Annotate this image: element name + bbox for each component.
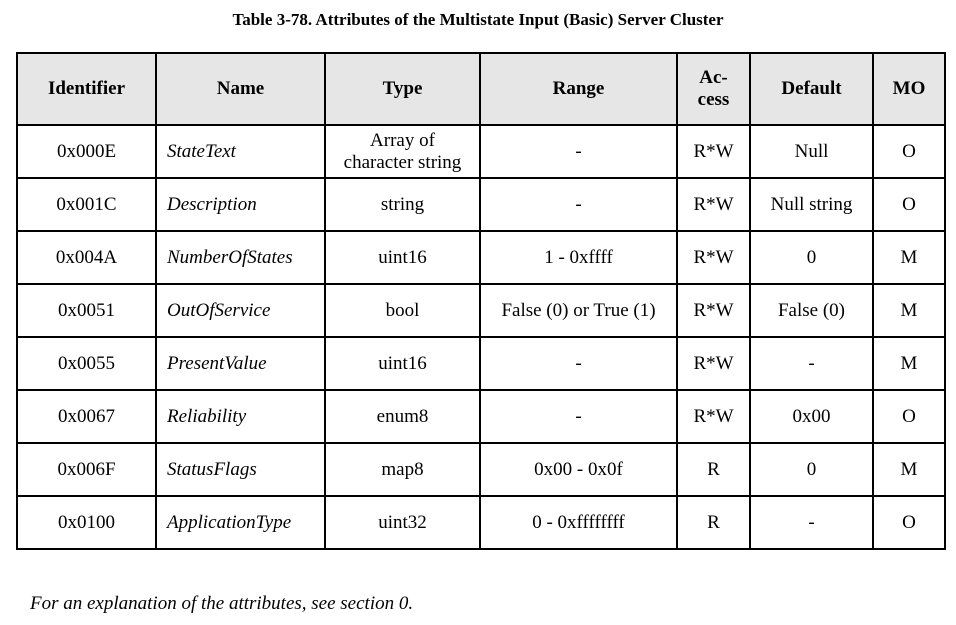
cell-type: bool (324, 283, 481, 338)
cell-range: - (479, 389, 678, 444)
cell-type: uint32 (324, 495, 481, 550)
cell-range: - (479, 177, 678, 232)
cell-access: R*W (676, 177, 751, 232)
cell-default: 0x00 (749, 389, 874, 444)
cell-identifier: 0x001C (16, 177, 157, 232)
cell-type: map8 (324, 442, 481, 497)
header-access-line2: cess (697, 89, 730, 110)
cell-mo: M (872, 442, 946, 497)
cell-type: uint16 (324, 230, 481, 285)
cell-name: Reliability (155, 389, 326, 444)
cell-type: Array of character string (324, 124, 481, 179)
cell-name: Description (155, 177, 326, 232)
cell-range: 0 - 0xffffffff (479, 495, 678, 550)
cell-name: StatusFlags (155, 442, 326, 497)
cell-default: Null string (749, 177, 874, 232)
table-row: 0x0100 ApplicationType uint32 0 - 0xffff… (16, 495, 946, 550)
cell-default: 0 (749, 230, 874, 285)
table-row: 0x0051 OutOfService bool False (0) or Tr… (16, 283, 946, 338)
cell-name: PresentValue (155, 336, 326, 391)
header-name: Name (155, 52, 326, 126)
cell-access: R*W (676, 124, 751, 179)
attributes-table: Identifier Name Type Range Ac-cess Defau… (16, 52, 946, 550)
cell-identifier: 0x000E (16, 124, 157, 179)
cell-type: string (324, 177, 481, 232)
cell-type: uint16 (324, 336, 481, 391)
cell-type-line1: Array of (370, 129, 435, 151)
cell-range: 1 - 0xffff (479, 230, 678, 285)
cell-mo: O (872, 389, 946, 444)
table-row: 0x004A NumberOfStates uint16 1 - 0xffff … (16, 230, 946, 285)
cell-default: Null (749, 124, 874, 179)
table-row: 0x000E StateText Array of character strin… (16, 124, 946, 179)
table-row: 0x001C Description string - R*W Null str… (16, 177, 946, 232)
cell-mo: O (872, 124, 946, 179)
header-type: Type (324, 52, 481, 126)
cell-access: R (676, 442, 751, 497)
table-row: 0x0055 PresentValue uint16 - R*W - M (16, 336, 946, 391)
cell-access: R (676, 495, 751, 550)
cell-type-line2: character string (343, 151, 462, 173)
cell-identifier: 0x004A (16, 230, 157, 285)
header-default: Default (749, 52, 874, 126)
cell-identifier: 0x0067 (16, 389, 157, 444)
header-mo: MO (872, 52, 946, 126)
cell-identifier: 0x0051 (16, 283, 157, 338)
header-range: Range (479, 52, 678, 126)
cell-mo: O (872, 495, 946, 550)
cell-name: StateText (155, 124, 326, 179)
table-row: 0x0067 Reliability enum8 - R*W 0x00 O (16, 389, 946, 444)
cell-range: False (0) or True (1) (479, 283, 678, 338)
cell-type: enum8 (324, 389, 481, 444)
cell-access: R*W (676, 389, 751, 444)
header-identifier: Identifier (16, 52, 157, 126)
table-row: 0x006F StatusFlags map8 0x00 - 0x0f R 0 … (16, 442, 946, 497)
cell-access: R*W (676, 283, 751, 338)
cell-identifier: 0x006F (16, 442, 157, 497)
cell-default: - (749, 495, 874, 550)
cell-mo: M (872, 230, 946, 285)
cell-range: - (479, 336, 678, 391)
footnote: For an explanation of the attributes, se… (30, 593, 414, 614)
cell-access: R*W (676, 336, 751, 391)
cell-default: 0 (749, 442, 874, 497)
cell-name: OutOfService (155, 283, 326, 338)
cell-identifier: 0x0100 (16, 495, 157, 550)
cell-range: 0x00 - 0x0f (479, 442, 678, 497)
cell-name: NumberOfStates (155, 230, 326, 285)
cell-range: - (479, 124, 678, 179)
cell-name: ApplicationType (155, 495, 326, 550)
cell-default: False (0) (749, 283, 874, 338)
cell-mo: M (872, 336, 946, 391)
table-caption: Table 3-78. Attributes of the Multistate… (232, 10, 724, 29)
cell-default: - (749, 336, 874, 391)
cell-mo: M (872, 283, 946, 338)
header-row: Identifier Name Type Range Ac-cess Defau… (16, 52, 946, 126)
cell-mo: O (872, 177, 946, 232)
header-access: Ac-cess (676, 52, 751, 126)
header-access-line1: Ac- (699, 67, 728, 88)
cell-identifier: 0x0055 (16, 336, 157, 391)
cell-access: R*W (676, 230, 751, 285)
